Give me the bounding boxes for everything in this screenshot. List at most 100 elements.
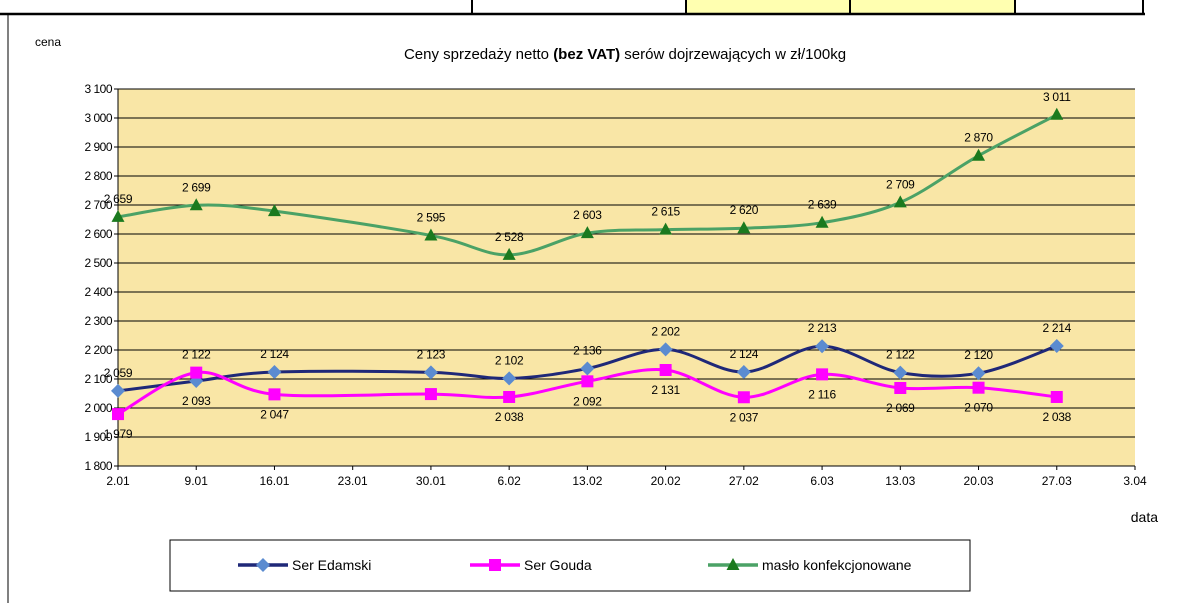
y-tick-label: 2 400 [84,285,112,299]
marker [580,361,595,376]
legend-label: Ser Edamski [292,557,371,573]
marker [1049,338,1064,353]
x-tick-label: 13.02 [572,474,602,488]
marker [816,368,829,381]
marker [189,198,203,211]
marker [737,391,750,404]
title-part: Ceny sprzedaży netto [404,46,553,63]
marker [1050,390,1063,403]
marker [815,215,829,228]
x-axis-label: data [1131,509,1158,525]
data-label: 2 595 [417,210,446,224]
data-label: 2 870 [964,131,993,145]
data-label: 2 059 [104,366,133,380]
marker [503,390,516,403]
y-tick-label: 2 000 [84,401,112,415]
data-label: 2 122 [886,348,915,362]
data-label: 2 124 [730,347,759,361]
legend-label: Ser Gouda [524,557,592,573]
table-cell [686,0,850,14]
data-label: 2 070 [964,401,993,415]
x-tick-label: 27.03 [1042,474,1072,488]
data-label: 2 038 [495,410,524,424]
y-tick-label: 3 100 [84,82,112,96]
data-label: 2 639 [808,198,837,212]
data-label: 2 124 [260,347,289,361]
data-label: 1 979 [104,427,133,441]
data-label: 2 136 [573,344,602,358]
x-tick-label: 13.03 [885,474,915,488]
y-tick-label: 2 700 [84,198,112,212]
x-tick-label: 9.01 [185,474,209,488]
marker [489,559,501,571]
data-label: 2 123 [417,347,446,361]
x-tick-label: 23.01 [338,474,368,488]
x-tick-label: 16.01 [259,474,289,488]
title-part: (bez VAT) [553,46,620,63]
data-label: 2 122 [182,348,211,362]
data-label: 2 047 [260,407,289,421]
y-axis-label: cena [35,35,61,49]
chart-title: Ceny sprzedaży netto (bez VAT) serów doj… [404,46,846,63]
marker [726,558,740,570]
marker [112,408,124,421]
data-label: 2 093 [182,394,211,408]
marker [502,247,516,260]
data-label: 2 037 [730,410,759,424]
data-label: 2 709 [886,177,915,191]
marker [736,365,751,380]
data-label: 2 620 [730,203,759,217]
y-tick-label: 2 800 [84,169,112,183]
data-label: 2 116 [808,387,836,401]
data-label: 2 659 [104,192,133,206]
data-label: 2 213 [808,321,837,335]
data-label: 2 214 [1043,321,1072,335]
marker [423,365,438,380]
marker [659,364,672,377]
y-tick-label: 2 600 [84,227,112,241]
marker [190,366,203,379]
y-tick-label: 2 200 [84,343,112,357]
x-tick-label: 20.02 [651,474,681,488]
x-tick-label: 2.01 [106,474,130,488]
data-label: 2 069 [886,401,915,415]
legend-box [169,539,971,592]
marker [972,148,986,161]
title-part: serów dojrzewających w zł/100kg [620,46,846,63]
x-tick-label: 30.01 [416,474,446,488]
data-label: 2 092 [573,394,602,408]
marker [893,195,907,208]
data-label: 2 038 [1043,410,1072,424]
y-tick-label: 2 500 [84,256,112,270]
marker [256,558,270,572]
data-label: 2 699 [182,180,211,194]
legend-label: masło konfekcjonowane [762,557,912,573]
marker [424,228,438,241]
data-label: 2 528 [495,230,524,244]
marker [737,221,751,234]
y-tick-label: 2 300 [84,314,112,328]
marker [581,375,594,388]
plot-area [118,89,1135,466]
marker [971,366,986,381]
y-tick-label: 2 100 [84,372,112,386]
marker [580,226,594,239]
marker [268,388,281,401]
data-label: 2 102 [495,353,524,367]
y-tick-label: 1 800 [84,459,112,473]
marker [894,381,907,394]
x-tick-label: 3.04 [1123,474,1147,488]
marker [267,204,281,217]
y-tick-label: 2 900 [84,140,112,154]
data-label: 2 202 [651,324,680,338]
y-tick-label: 3 000 [84,111,112,125]
data-label: 2 603 [573,208,602,222]
marker [658,342,673,357]
marker [893,365,908,380]
x-tick-label: 27.02 [729,474,759,488]
data-label: 3 011 [1043,90,1071,104]
marker [815,339,830,354]
data-label: 2 615 [651,205,680,219]
y-tick-label: 1 900 [84,430,112,444]
marker [659,222,673,235]
